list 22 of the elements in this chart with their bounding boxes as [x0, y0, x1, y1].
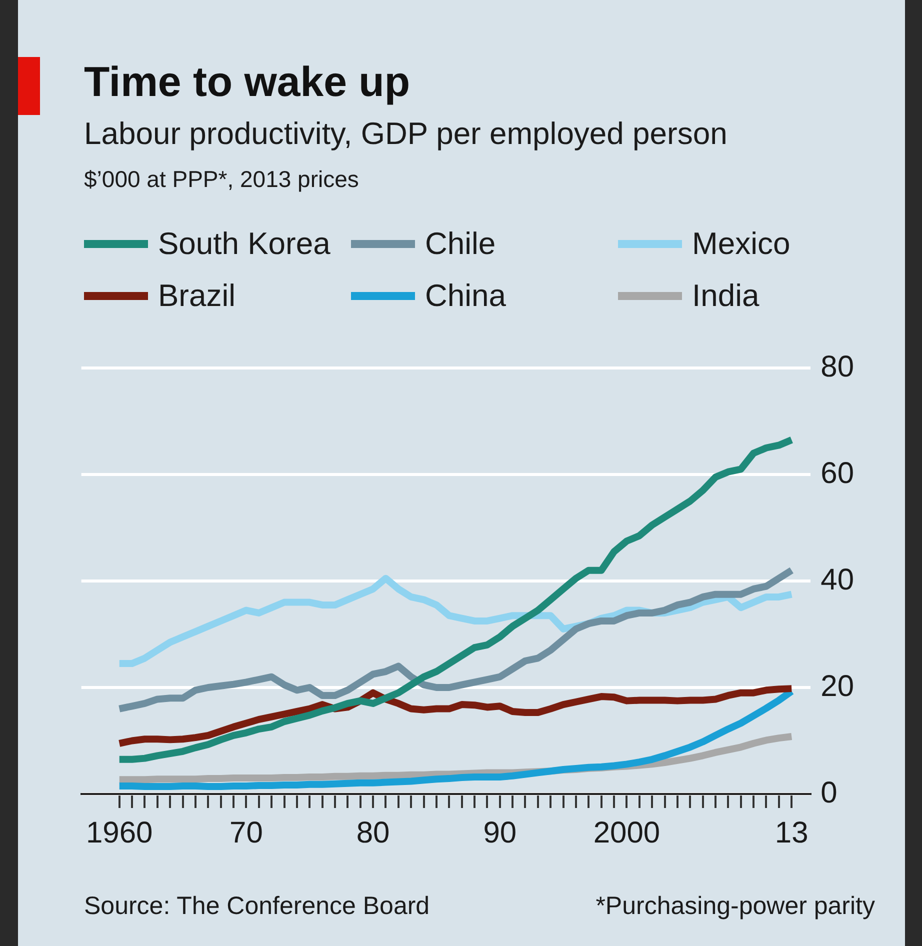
x-tick-label: 70	[230, 816, 263, 850]
chart-title: Time to wake up	[84, 58, 410, 106]
x-tick-label: 90	[483, 816, 517, 850]
legend-label: China	[425, 278, 506, 314]
legend-label: India	[692, 278, 760, 314]
y-tick-label: 20	[820, 670, 854, 703]
y-tick-label: 60	[820, 456, 854, 490]
x-tick-label: 2000	[593, 816, 660, 850]
y-tick-label: 40	[820, 563, 854, 596]
legend-label: Mexico	[692, 226, 790, 262]
legend-label: Chile	[425, 226, 496, 262]
y-tick-label: 80	[820, 350, 854, 384]
text: *Purchasing-power parity	[596, 892, 875, 921]
chart-subtitle: Labour productivity, GDP per employed person	[84, 116, 728, 152]
x-tick-label: 13	[774, 816, 808, 850]
x-tick-label: 80	[356, 816, 390, 850]
text: $’000 at PPP*, 2013 prices	[84, 166, 359, 193]
x-tick-label: 1960	[86, 816, 153, 850]
legend-label: South Korea	[158, 226, 330, 262]
y-tick-label: 0	[820, 776, 838, 810]
source-note: Source: The Conference Board	[84, 892, 430, 921]
legend-label: Brazil	[158, 278, 236, 314]
